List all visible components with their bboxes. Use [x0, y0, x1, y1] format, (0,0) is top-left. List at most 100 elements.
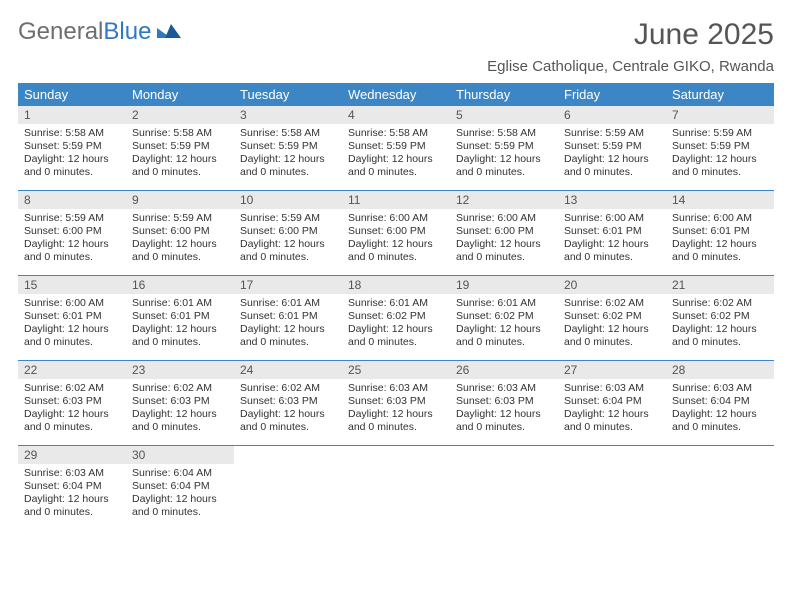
day-number: 21: [666, 276, 774, 294]
weekday-sat: Saturday: [666, 83, 774, 106]
day-number: 28: [666, 361, 774, 379]
calendar-cell: 30Sunrise: 6:04 AMSunset: 6:04 PMDayligh…: [126, 446, 234, 530]
weekday-header: Sunday Monday Tuesday Wednesday Thursday…: [18, 83, 774, 106]
calendar-cell: 2Sunrise: 5:58 AMSunset: 5:59 PMDaylight…: [126, 106, 234, 190]
day-details: Sunrise: 6:00 AMSunset: 6:01 PMDaylight:…: [666, 209, 774, 271]
day-details: Sunrise: 6:01 AMSunset: 6:01 PMDaylight:…: [234, 294, 342, 356]
weekday-wed: Wednesday: [342, 83, 450, 106]
calendar-cell: 11Sunrise: 6:00 AMSunset: 6:00 PMDayligh…: [342, 191, 450, 275]
day-number: 27: [558, 361, 666, 379]
day-details: Sunrise: 6:02 AMSunset: 6:03 PMDaylight:…: [234, 379, 342, 441]
logo-icon: [157, 22, 183, 42]
weekday-fri: Friday: [558, 83, 666, 106]
day-number: 12: [450, 191, 558, 209]
calendar-cell: 25Sunrise: 6:03 AMSunset: 6:03 PMDayligh…: [342, 361, 450, 445]
day-number: 17: [234, 276, 342, 294]
day-details: Sunrise: 5:59 AMSunset: 6:00 PMDaylight:…: [234, 209, 342, 271]
calendar-grid: 1Sunrise: 5:58 AMSunset: 5:59 PMDaylight…: [18, 106, 774, 530]
calendar-week: 29Sunrise: 6:03 AMSunset: 6:04 PMDayligh…: [18, 445, 774, 530]
calendar-cell: 3Sunrise: 5:58 AMSunset: 5:59 PMDaylight…: [234, 106, 342, 190]
day-number: 10: [234, 191, 342, 209]
day-number: 14: [666, 191, 774, 209]
day-details: Sunrise: 5:59 AMSunset: 5:59 PMDaylight:…: [558, 124, 666, 186]
calendar-cell: 18Sunrise: 6:01 AMSunset: 6:02 PMDayligh…: [342, 276, 450, 360]
calendar-cell: 7Sunrise: 5:59 AMSunset: 5:59 PMDaylight…: [666, 106, 774, 190]
logo-text-1: General: [18, 18, 103, 46]
calendar-cell: 16Sunrise: 6:01 AMSunset: 6:01 PMDayligh…: [126, 276, 234, 360]
day-number: 8: [18, 191, 126, 209]
day-details: Sunrise: 5:59 AMSunset: 6:00 PMDaylight:…: [126, 209, 234, 271]
day-details: Sunrise: 6:02 AMSunset: 6:02 PMDaylight:…: [558, 294, 666, 356]
logo-text-2: Blue: [103, 18, 151, 46]
day-number: 9: [126, 191, 234, 209]
calendar-cell: 12Sunrise: 6:00 AMSunset: 6:00 PMDayligh…: [450, 191, 558, 275]
calendar-cell: [234, 446, 342, 530]
weekday-sun: Sunday: [18, 83, 126, 106]
day-number: 4: [342, 106, 450, 124]
day-number: 2: [126, 106, 234, 124]
day-details: Sunrise: 5:58 AMSunset: 5:59 PMDaylight:…: [450, 124, 558, 186]
calendar-cell: 6Sunrise: 5:59 AMSunset: 5:59 PMDaylight…: [558, 106, 666, 190]
calendar-cell: 19Sunrise: 6:01 AMSunset: 6:02 PMDayligh…: [450, 276, 558, 360]
day-number: 26: [450, 361, 558, 379]
calendar-cell: [342, 446, 450, 530]
day-details: Sunrise: 6:00 AMSunset: 6:01 PMDaylight:…: [18, 294, 126, 356]
calendar-cell: 29Sunrise: 6:03 AMSunset: 6:04 PMDayligh…: [18, 446, 126, 530]
calendar-cell: 20Sunrise: 6:02 AMSunset: 6:02 PMDayligh…: [558, 276, 666, 360]
calendar-week: 8Sunrise: 5:59 AMSunset: 6:00 PMDaylight…: [18, 190, 774, 275]
calendar-week: 1Sunrise: 5:58 AMSunset: 5:59 PMDaylight…: [18, 106, 774, 190]
calendar-cell: 17Sunrise: 6:01 AMSunset: 6:01 PMDayligh…: [234, 276, 342, 360]
calendar-cell: 8Sunrise: 5:59 AMSunset: 6:00 PMDaylight…: [18, 191, 126, 275]
day-number: 30: [126, 446, 234, 464]
day-details: Sunrise: 6:02 AMSunset: 6:02 PMDaylight:…: [666, 294, 774, 356]
day-details: Sunrise: 5:58 AMSunset: 5:59 PMDaylight:…: [234, 124, 342, 186]
day-number: 19: [450, 276, 558, 294]
calendar-cell: 26Sunrise: 6:03 AMSunset: 6:03 PMDayligh…: [450, 361, 558, 445]
day-details: Sunrise: 5:58 AMSunset: 5:59 PMDaylight:…: [342, 124, 450, 186]
day-number: 1: [18, 106, 126, 124]
day-details: Sunrise: 5:58 AMSunset: 5:59 PMDaylight:…: [18, 124, 126, 186]
calendar-cell: [558, 446, 666, 530]
day-details: Sunrise: 6:01 AMSunset: 6:01 PMDaylight:…: [126, 294, 234, 356]
day-details: Sunrise: 6:03 AMSunset: 6:04 PMDaylight:…: [18, 464, 126, 526]
day-number: 3: [234, 106, 342, 124]
day-details: Sunrise: 6:01 AMSunset: 6:02 PMDaylight:…: [342, 294, 450, 356]
day-number: 23: [126, 361, 234, 379]
logo: GeneralBlue: [18, 18, 183, 46]
calendar-week: 22 Sunrise: 6:02 AMSunset: 6:03 PMDayligh…: [18, 360, 774, 445]
calendar-cell: 21Sunrise: 6:02 AMSunset: 6:02 PMDayligh…: [666, 276, 774, 360]
calendar-cell: 22Sunrise: 6:02 AMSunset: 6:03 PMDayligh…: [18, 361, 126, 445]
day-number: 22: [18, 361, 126, 379]
day-number: 13: [558, 191, 666, 209]
day-number: 6: [558, 106, 666, 124]
calendar-cell: 14Sunrise: 6:00 AMSunset: 6:01 PMDayligh…: [666, 191, 774, 275]
location-subtitle: Eglise Catholique, Centrale GIKO, Rwanda: [18, 58, 774, 75]
day-number: 15: [18, 276, 126, 294]
day-number: 5: [450, 106, 558, 124]
calendar-cell: 13Sunrise: 6:00 AMSunset: 6:01 PMDayligh…: [558, 191, 666, 275]
day-number: 24: [234, 361, 342, 379]
day-number: 18: [342, 276, 450, 294]
day-number: 16: [126, 276, 234, 294]
calendar-cell: 5Sunrise: 5:58 AMSunset: 5:59 PMDaylight…: [450, 106, 558, 190]
calendar-cell: [666, 446, 774, 530]
day-details: Sunrise: 6:00 AMSunset: 6:00 PMDaylight:…: [450, 209, 558, 271]
day-details: Sunrise: 6:04 AMSunset: 6:04 PMDaylight:…: [126, 464, 234, 526]
day-number: 11: [342, 191, 450, 209]
calendar-cell: 9Sunrise: 5:59 AMSunset: 6:00 PMDaylight…: [126, 191, 234, 275]
day-details: Sunrise: 6:00 AMSunset: 6:01 PMDaylight:…: [558, 209, 666, 271]
day-number: 25: [342, 361, 450, 379]
day-details: Sunrise: 6:03 AMSunset: 6:03 PMDaylight:…: [450, 379, 558, 441]
day-details: Sunrise: 6:03 AMSunset: 6:04 PMDaylight:…: [666, 379, 774, 441]
day-details: Sunrise: 6:03 AMSunset: 6:04 PMDaylight:…: [558, 379, 666, 441]
day-details: Sunrise: 5:59 AMSunset: 6:00 PMDaylight:…: [18, 209, 126, 271]
calendar-cell: 28Sunrise: 6:03 AMSunset: 6:04 PMDayligh…: [666, 361, 774, 445]
calendar-cell: 4Sunrise: 5:58 AMSunset: 5:59 PMDaylight…: [342, 106, 450, 190]
calendar-cell: 1Sunrise: 5:58 AMSunset: 5:59 PMDaylight…: [18, 106, 126, 190]
day-number: 29: [18, 446, 126, 464]
weekday-mon: Monday: [126, 83, 234, 106]
calendar-cell: [450, 446, 558, 530]
calendar-cell: 10Sunrise: 5:59 AMSunset: 6:00 PMDayligh…: [234, 191, 342, 275]
day-details: Sunrise: 5:59 AMSunset: 5:59 PMDaylight:…: [666, 124, 774, 186]
calendar-cell: 23Sunrise: 6:02 AMSunset: 6:03 PMDayligh…: [126, 361, 234, 445]
